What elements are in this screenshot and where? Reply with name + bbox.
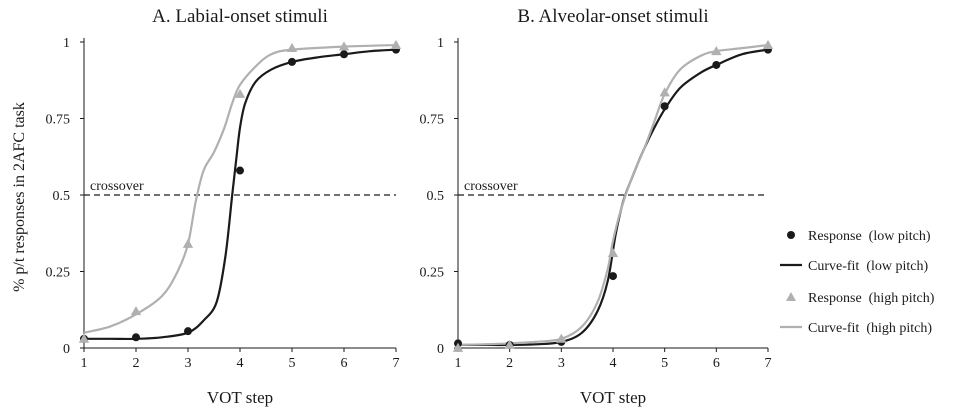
x-tick-label: 7 (765, 356, 772, 371)
data-point-response-high-pitch (452, 342, 464, 352)
legend-label: Response (low pitch) (808, 229, 931, 244)
legend-item: Curve-fit (high pitch) (780, 321, 932, 336)
y-tick-label: 0.75 (46, 113, 71, 128)
x-tick-label: 2 (506, 356, 513, 371)
x-tick-label: 1 (81, 356, 88, 371)
legend-triangle-marker (786, 292, 796, 301)
data-point-response-high-pitch (338, 41, 350, 51)
x-tick-label: 3 (558, 356, 565, 371)
x-tick-label: 7 (393, 356, 400, 371)
y-tick-label: 0.5 (427, 189, 445, 204)
y-tick-label: 0.25 (420, 266, 445, 281)
chart-title: B. Alveolar-onset stimuli (517, 6, 708, 27)
data-point-response-low-pitch (132, 333, 140, 342)
x-tick-label: 4 (610, 356, 617, 371)
data-point-response-low-pitch (288, 57, 296, 66)
series-line-curve-fit-low-pitch (83, 48, 397, 341)
legend: Response (low pitch) Curve-fit (low pitch… (780, 229, 935, 336)
series-line-curve-fit-low-pitch (457, 48, 769, 347)
legend-label: Response (high pitch) (808, 291, 935, 306)
data-point-response-high-pitch (234, 88, 246, 98)
x-tick-label: 5 (661, 356, 668, 371)
chart-panel-b: B. Alveolar-onset stimuli 0 0.25 0.5 0.75 1 1 2… (420, 6, 774, 407)
data-point-response-high-pitch (286, 42, 298, 53)
data-point-response-low-pitch (184, 327, 192, 336)
x-tick-label: 3 (185, 356, 192, 371)
y-axis-label: % p/t responses in 2AFC task (11, 102, 28, 292)
x-tick-label: 6 (341, 356, 348, 371)
y-tick-label: 1 (437, 36, 444, 51)
data-point-response-high-pitch (390, 39, 402, 49)
x-tick-label: 1 (455, 356, 462, 371)
data-point-response-low-pitch (712, 60, 721, 69)
x-tick-label: 6 (713, 356, 720, 371)
x-axis-label: VOT step (580, 388, 646, 407)
legend-item: Response (high pitch) (786, 291, 935, 306)
data-point-response-high-pitch (78, 333, 90, 343)
data-point-response-high-pitch (504, 339, 515, 349)
data-point-response-high-pitch (182, 238, 194, 248)
crossover-label: crossover (90, 179, 144, 194)
chart-panel-a: A. Labial-onset stimuli 0 0.25 0.5 0.75 1 1 2 3 4… (11, 6, 402, 407)
data-point-response-low-pitch (340, 50, 348, 59)
legend-item: Curve-fit (low pitch) (780, 259, 928, 274)
x-tick-label: 5 (289, 356, 296, 371)
series-line-curve-fit-high-pitch (83, 43, 397, 334)
x-tick-label: 2 (133, 356, 140, 371)
data-point-response-low-pitch (660, 102, 669, 111)
legend-label: Curve-fit (high pitch) (808, 321, 932, 336)
series-line-curve-fit-high-pitch (457, 43, 769, 347)
data-point-response-low-pitch (236, 166, 244, 175)
y-tick-label: 0.75 (420, 113, 445, 128)
data-point-response-high-pitch (607, 247, 619, 258)
y-tick-label: 0.25 (46, 266, 71, 281)
legend-item: Response (low pitch) (787, 229, 931, 244)
y-tick-label: 0 (437, 342, 444, 357)
data-point-response-high-pitch (659, 87, 670, 97)
x-axis-label: VOT step (207, 388, 273, 407)
data-point-response-high-pitch (556, 333, 567, 343)
legend-label: Curve-fit (low pitch) (808, 259, 928, 274)
legend-circle-marker (787, 231, 795, 239)
data-point-response-low-pitch (609, 272, 617, 281)
data-point-response-high-pitch (130, 306, 142, 316)
data-point-response-high-pitch (762, 39, 774, 49)
y-tick-label: 0.5 (53, 189, 71, 204)
x-tick-label: 4 (237, 356, 244, 371)
chart-title: A. Labial-onset stimuli (152, 6, 328, 27)
y-tick-label: 0 (63, 342, 70, 357)
crossover-label: crossover (464, 179, 518, 194)
data-point-response-high-pitch (711, 45, 722, 56)
y-tick-label: 1 (63, 36, 70, 51)
